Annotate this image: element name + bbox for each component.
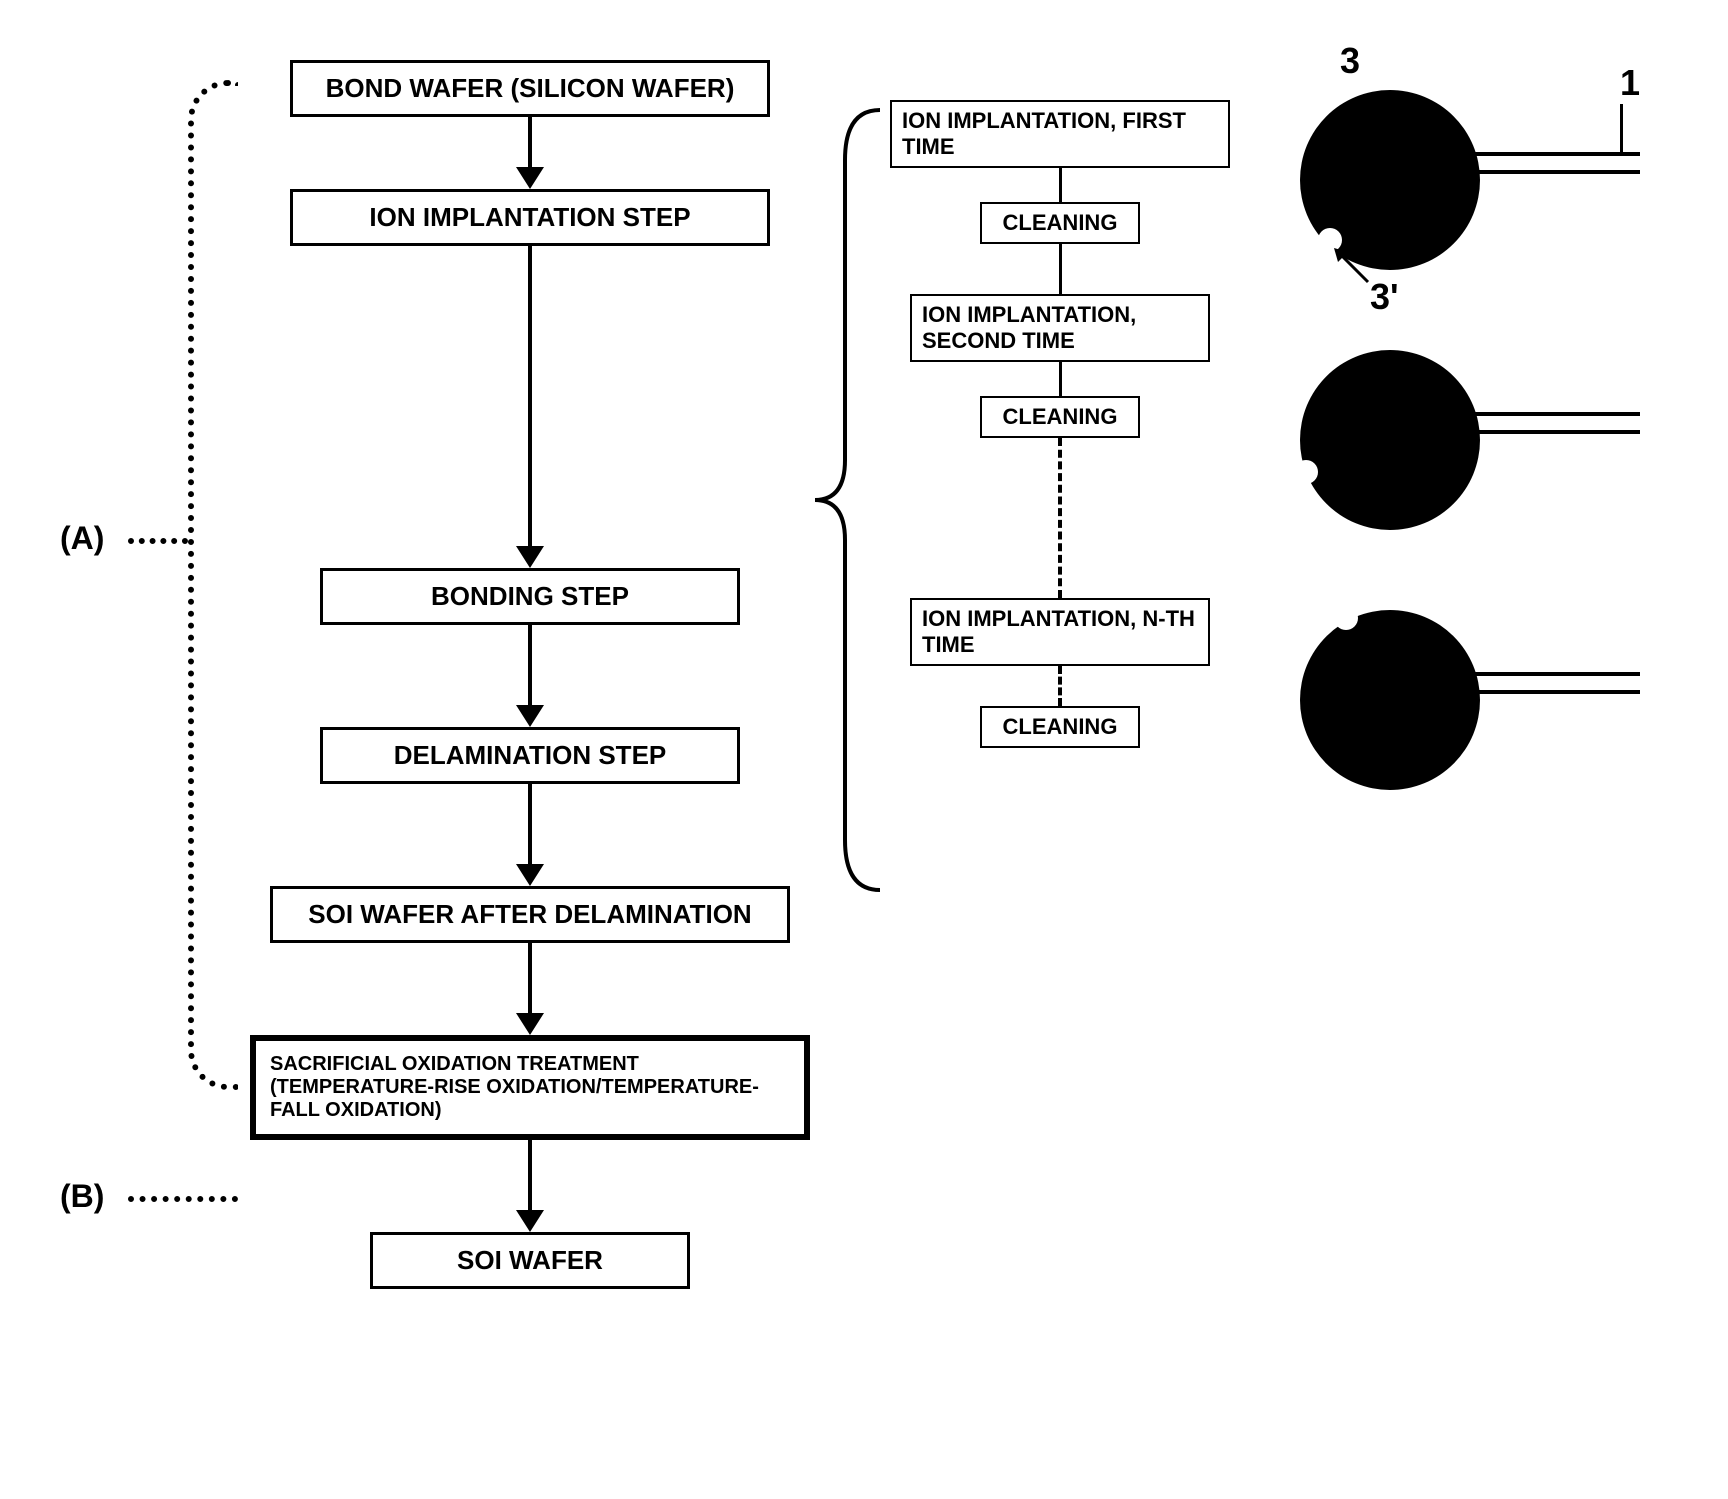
arrow-3p-icon <box>1334 248 1374 288</box>
arrow-stem-5 <box>528 943 532 1013</box>
box-ion-step: ION IMPLANTATION STEP <box>290 189 770 246</box>
holder-line-2a <box>1470 412 1640 416</box>
sub-ionN-text: ION IMPLANTATION, N-TH TIME <box>922 606 1195 657</box>
ref-3p: 3' <box>1370 276 1399 318</box>
sub-ionN: ION IMPLANTATION, N-TH TIME <box>910 598 1210 666</box>
box-soi-wafer-text: SOI WAFER <box>457 1245 603 1275</box>
curly-brace <box>810 100 880 900</box>
sub-ion1-text: ION IMPLANTATION, FIRST TIME <box>902 108 1186 159</box>
arrow-3 <box>516 705 544 727</box>
sub-clean1-text: CLEANING <box>1003 210 1118 235</box>
holder-line-1b <box>1470 170 1640 174</box>
ref-3: 3 <box>1340 40 1360 82</box>
holder-line-1a <box>1470 152 1640 156</box>
box-bond-wafer: BOND WAFER (SILICON WAFER) <box>290 60 770 117</box>
sub-cleanN: CLEANING <box>980 706 1140 748</box>
arrow-stem-6 <box>528 1140 532 1210</box>
ref-1: 1 <box>1620 62 1640 104</box>
wafer-column: 3 1 3' <box>1300 70 1700 870</box>
dotted-bracket-a <box>188 80 238 1090</box>
arrow-2 <box>516 546 544 568</box>
arrow-1 <box>516 167 544 189</box>
sub-line-2 <box>1059 244 1062 294</box>
sub-clean1: CLEANING <box>980 202 1140 244</box>
dotted-lead-a <box>128 538 188 544</box>
box-bond-wafer-text: BOND WAFER (SILICON WAFER) <box>326 73 735 103</box>
wafer-2 <box>1300 350 1480 530</box>
wafer-notch-2 <box>1294 460 1318 484</box>
box-soi-after: SOI WAFER AFTER DELAMINATION <box>270 886 790 943</box>
sub-ion2-text: ION IMPLANTATION, SECOND TIME <box>922 302 1136 353</box>
sub-line-1 <box>1059 168 1062 202</box>
sub-clean2: CLEANING <box>980 396 1140 438</box>
box-soi-after-text: SOI WAFER AFTER DELAMINATION <box>308 899 751 929</box>
box-bonding-text: BONDING STEP <box>431 581 629 611</box>
main-flow: BOND WAFER (SILICON WAFER) ION IMPLANTAT… <box>250 60 810 1289</box>
dotted-lead-b <box>128 1196 238 1202</box>
sub-clean2-text: CLEANING <box>1003 404 1118 429</box>
wafer-disc-2 <box>1300 350 1480 530</box>
sub-cleanN-text: CLEANING <box>1003 714 1118 739</box>
holder-line-3b <box>1470 690 1640 694</box>
arrow-4 <box>516 864 544 886</box>
box-sacrificial: SACRIFICIAL OXIDATION TREATMENT (TEMPERA… <box>250 1035 810 1140</box>
box-sacrificial-text: SACRIFICIAL OXIDATION TREATMENT (TEMPERA… <box>270 1053 759 1121</box>
arrow-6 <box>516 1210 544 1232</box>
sub-line-3 <box>1059 362 1062 396</box>
box-bonding: BONDING STEP <box>320 568 740 625</box>
arrow-stem-4 <box>528 784 532 864</box>
label-b: (B) <box>60 1178 104 1215</box>
label-a: (A) <box>60 520 104 557</box>
wafer-1: 3 1 3' <box>1300 90 1480 270</box>
wafer-3 <box>1300 610 1480 790</box>
sub-dash-2 <box>1058 666 1062 706</box>
box-delam-text: DELAMINATION STEP <box>394 740 667 770</box>
box-ion-step-text: ION IMPLANTATION STEP <box>369 202 690 232</box>
label-b-text: (B) <box>60 1178 104 1214</box>
wafer-disc-3 <box>1300 610 1480 790</box>
leader-1 <box>1620 104 1623 152</box>
sub-ion1: ION IMPLANTATION, FIRST TIME <box>890 100 1230 168</box>
sub-flow: ION IMPLANTATION, FIRST TIME CLEANING IO… <box>880 100 1240 748</box>
wafer-notch-3 <box>1334 606 1358 630</box>
holder-line-3a <box>1470 672 1640 676</box>
label-a-text: (A) <box>60 520 104 556</box>
arrow-stem-2 <box>528 246 532 546</box>
arrow-5 <box>516 1013 544 1035</box>
box-soi-wafer: SOI WAFER <box>370 1232 690 1289</box>
box-delam: DELAMINATION STEP <box>320 727 740 784</box>
holder-line-2b <box>1470 430 1640 434</box>
arrow-stem-3 <box>528 625 532 705</box>
arrow-stem-1 <box>528 117 532 167</box>
sub-dash-1 <box>1058 438 1062 598</box>
sub-ion2: ION IMPLANTATION, SECOND TIME <box>910 294 1210 362</box>
